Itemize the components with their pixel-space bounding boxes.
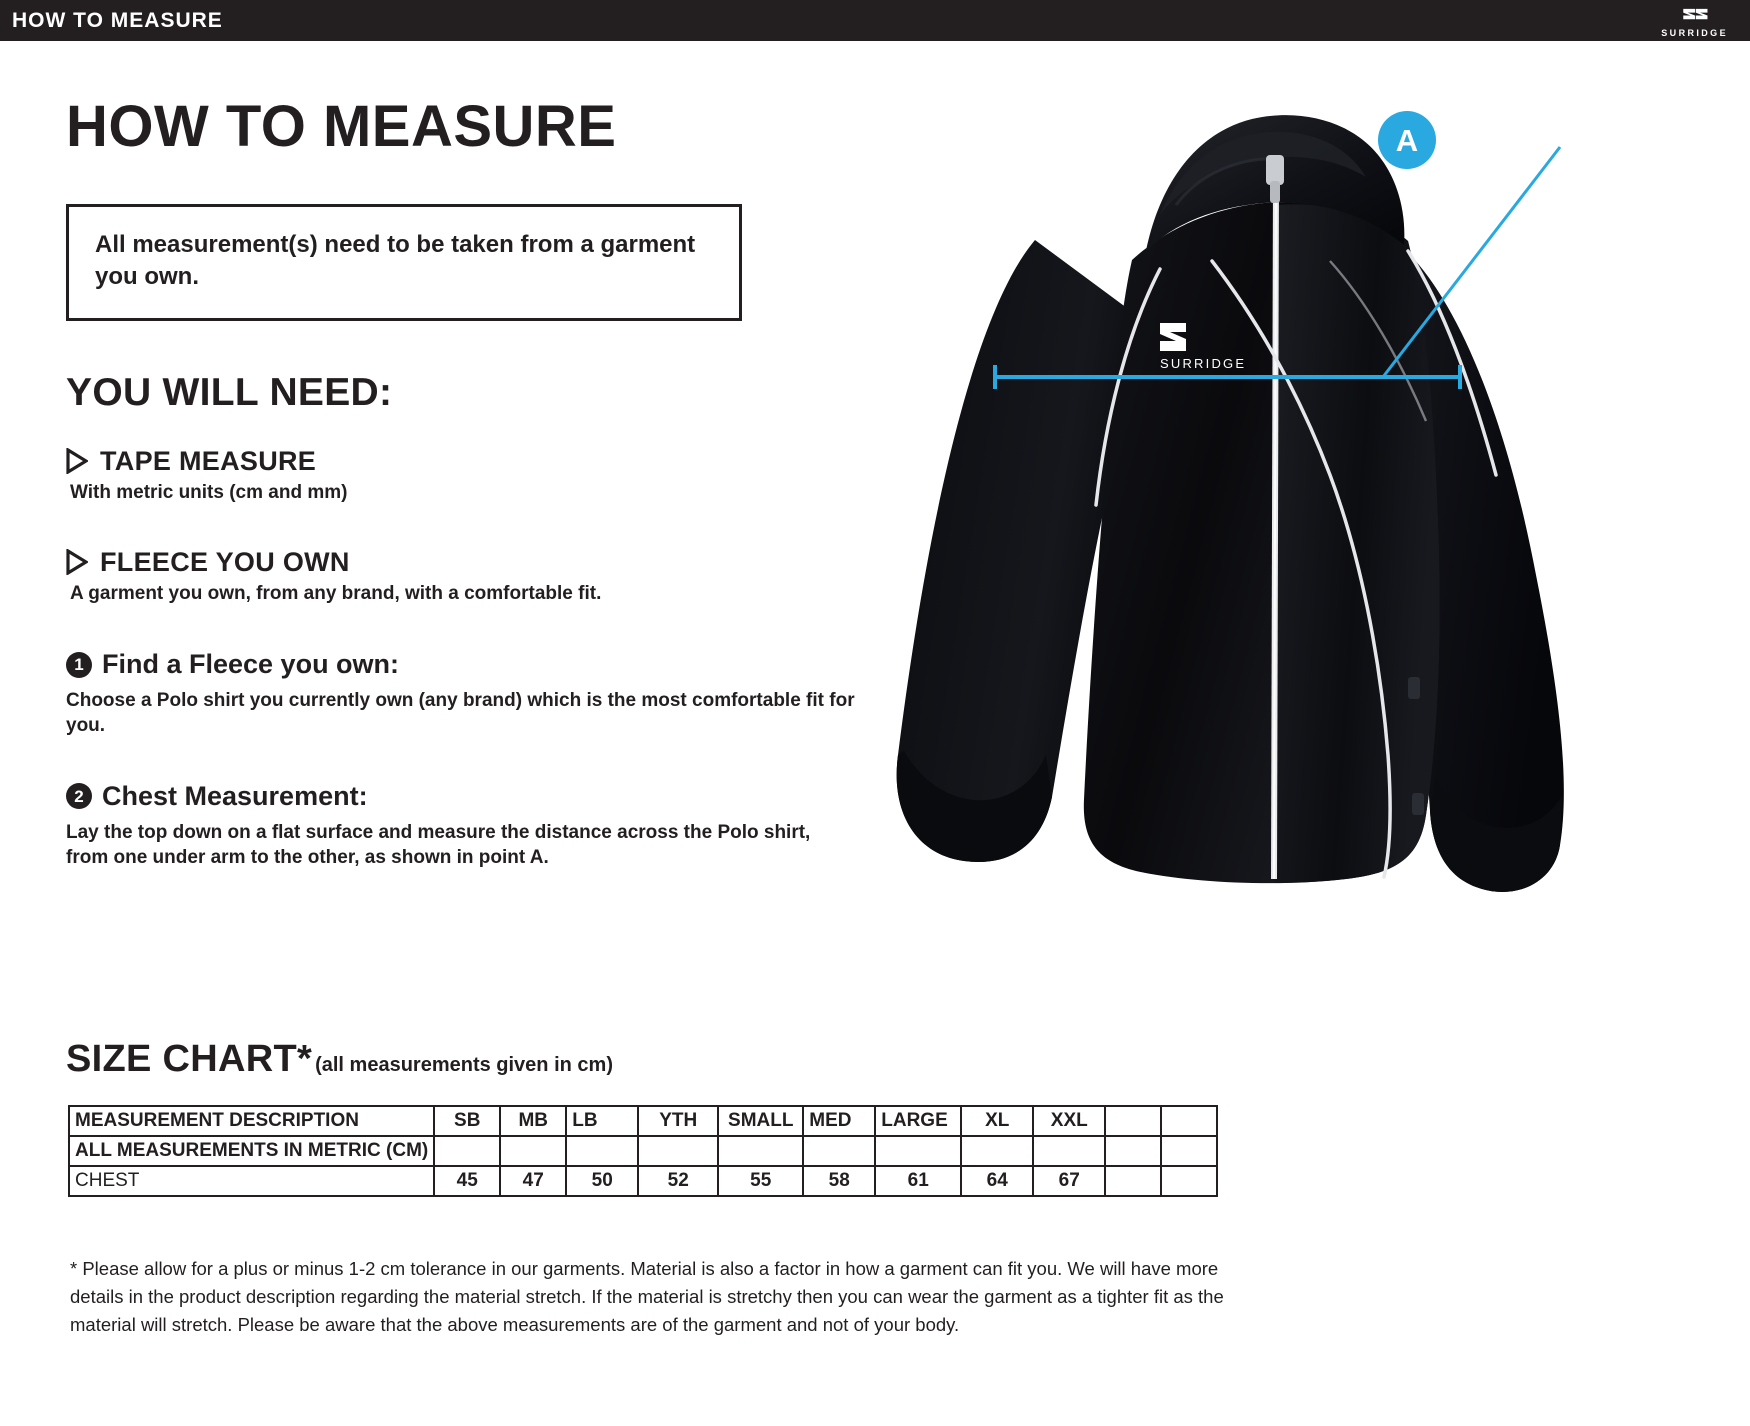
cell-metric-blank-2: [1160, 1135, 1219, 1167]
step-2-number: 2: [66, 783, 92, 810]
need-item-tape-measure: TAPE MEASURE With metric units (cm and m…: [66, 445, 856, 505]
brand-name: SURRIDGE: [1661, 27, 1728, 38]
cell-chest-lb: 50: [565, 1165, 640, 1197]
step-2: 2 Chest Measurement: Lay the top down on…: [66, 780, 856, 870]
size-chart-heading: SIZE CHART* (all measurements given in c…: [66, 1040, 613, 1078]
row-label-chest: CHEST: [67, 1165, 436, 1197]
cell-chest-sb: 45: [433, 1165, 502, 1197]
left-content-column: HOW TO MEASURE All measurement(s) need t…: [66, 80, 856, 870]
cell-chest-large: 61: [874, 1165, 963, 1197]
cell-metric-yth: [637, 1135, 720, 1167]
table-header-description: MEASUREMENT DESCRIPTION: [67, 1105, 436, 1137]
you-will-need-heading: YOU WILL NEED:: [66, 370, 393, 414]
callout-marker-a: A: [1378, 111, 1436, 169]
size-chart-table: MEASUREMENT DESCRIPTION SB MB LB YTH SMA…: [67, 1105, 1219, 1197]
cell-chest-blank-2: [1160, 1165, 1219, 1197]
cell-chest-xl: 64: [960, 1165, 1035, 1197]
cell-chest-med: 58: [802, 1165, 877, 1197]
need-subtitle-tape-measure: With metric units (cm and mm): [70, 481, 348, 503]
need-subtitle-fleece: A garment you own, from any brand, with …: [70, 582, 602, 604]
table-header-med: MED: [802, 1105, 877, 1137]
table-row: ALL MEASUREMENTS IN METRIC (CM): [67, 1135, 1219, 1167]
table-row: CHEST 45 47 50 52 55 58 61 64 67: [67, 1165, 1219, 1197]
chest-logo: SURRIDGE: [1160, 323, 1246, 371]
product-image-area: SURRIDGE: [860, 55, 1750, 955]
jacket-pockets: [1408, 677, 1424, 815]
step-1-number: 1: [66, 651, 92, 678]
step-2-title: Chest Measurement:: [102, 780, 368, 811]
table-header-sb: SB: [433, 1105, 502, 1137]
top-bar-title: HOW TO MEASURE: [12, 9, 223, 32]
top-bar: HOW TO MEASURE SURRIDGE: [0, 0, 1750, 41]
table-header-blank-2: [1160, 1105, 1219, 1137]
table-header-small: SMALL: [717, 1105, 805, 1137]
need-title-fleece: FLEECE YOU OWN: [100, 546, 350, 577]
cell-metric-large: [874, 1135, 963, 1167]
cell-metric-lb: [565, 1135, 640, 1167]
size-chart-heading-main: SIZE CHART*: [66, 1038, 313, 1080]
triangle-bullet-icon: [66, 549, 88, 576]
table-header-xl: XL: [960, 1105, 1035, 1137]
jacket-body: [1083, 202, 1440, 884]
step-2-body: Lay the top down on a flat surface and m…: [66, 821, 811, 868]
table-header-blank-1: [1104, 1105, 1163, 1137]
step-1-title: Find a Fleece you own:: [102, 649, 400, 680]
cell-metric-blank-1: [1104, 1135, 1163, 1167]
brand-logo: SURRIDGE: [1661, 6, 1728, 38]
callout-text: All measurement(s) need to be taken from…: [95, 231, 696, 291]
row-label-metric-note: ALL MEASUREMENTS IN METRIC (CM): [67, 1135, 436, 1167]
table-header-xxl: XXL: [1032, 1105, 1107, 1137]
cell-chest-blank-1: [1104, 1165, 1163, 1197]
cell-metric-small: [717, 1135, 805, 1167]
triangle-bullet-icon: [66, 448, 88, 475]
table-header-lb: LB: [565, 1105, 640, 1137]
cell-chest-yth: 52: [637, 1165, 720, 1197]
double-s-logo-icon: [1682, 8, 1708, 24]
jacket-zip: [1266, 155, 1284, 880]
cell-chest-xxl: 67: [1032, 1165, 1107, 1197]
table-header-row: MEASUREMENT DESCRIPTION SB MB LB YTH SMA…: [67, 1105, 1219, 1137]
callout-box: All measurement(s) need to be taken from…: [66, 204, 742, 321]
chest-measurement-line: [993, 365, 1462, 389]
jacket-piping-secondary: [1329, 260, 1428, 422]
cell-metric-mb: [499, 1135, 568, 1167]
table-header-yth: YTH: [637, 1105, 720, 1137]
step-1: 1 Find a Fleece you own: Choose a Polo s…: [66, 651, 856, 738]
size-chart-heading-sub: (all measurements given in cm): [315, 1054, 613, 1076]
cell-metric-med: [802, 1135, 877, 1167]
need-item-fleece: FLEECE YOU OWN A garment you own, from a…: [66, 546, 856, 606]
cell-chest-small: 55: [717, 1165, 805, 1197]
cell-metric-xxl: [1032, 1135, 1107, 1167]
page-title: HOW TO MEASURE: [66, 94, 617, 159]
black-fleece-jacket-illustration: SURRIDGE: [896, 115, 1564, 892]
need-title-tape-measure: TAPE MEASURE: [100, 445, 317, 476]
footnote-text: * Please allow for a plus or minus 1-2 c…: [70, 1258, 1224, 1336]
table-header-mb: MB: [499, 1105, 568, 1137]
table-header-large: LARGE: [874, 1105, 963, 1137]
cell-chest-mb: 47: [499, 1165, 568, 1197]
step-1-body: Choose a Polo shirt you currently own (a…: [66, 690, 855, 737]
cell-metric-xl: [960, 1135, 1035, 1167]
callout-leader-line: [1381, 146, 1562, 378]
chest-logo-text: SURRIDGE: [1160, 356, 1246, 371]
cell-metric-sb: [433, 1135, 502, 1167]
jacket-left-sleeve: [896, 240, 1150, 862]
